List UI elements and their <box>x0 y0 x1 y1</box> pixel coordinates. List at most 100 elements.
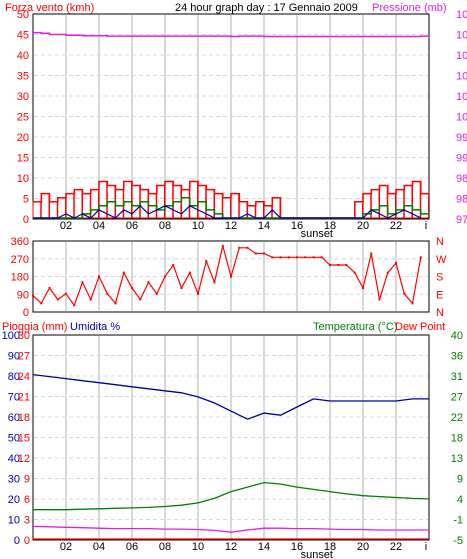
wind-direction-point <box>205 260 208 263</box>
humidity-tick: 90 <box>8 351 20 363</box>
wind-direction-point <box>246 246 249 249</box>
x-tick-label: 14 <box>258 541 270 553</box>
wind-direction-point <box>312 256 315 259</box>
graph-title: 24 hour graph day : 17 Gennaio 2009 <box>175 2 358 14</box>
x-tick-label: 20 <box>357 220 369 232</box>
wind-direction-point <box>147 281 150 284</box>
direction-compass-tick: N <box>436 236 444 248</box>
wind-direction-point <box>221 244 224 247</box>
wind-direction-point <box>353 271 356 274</box>
wind-direction-point <box>131 287 133 289</box>
wind-direction-point <box>213 281 216 284</box>
direction-degree-tick: 90 <box>17 289 29 301</box>
wind-direction-point <box>329 264 331 266</box>
wind-direction-point <box>89 298 92 301</box>
x-tick-label: i <box>425 220 427 232</box>
wind-direction-point <box>81 281 84 284</box>
humidity-tick: 30 <box>8 474 20 486</box>
temperature-tick: 22 <box>451 412 463 424</box>
series-layer <box>32 31 430 540</box>
direction-compass-tick: W <box>436 254 447 266</box>
wind-direction-point <box>98 275 100 278</box>
wind-direction-point <box>197 292 199 295</box>
rain-tick: 27 <box>18 351 30 363</box>
temperature-tick: 9 <box>457 474 463 486</box>
wind-direction-point <box>362 287 364 289</box>
x-tick-label: 22 <box>390 220 402 232</box>
humidity-tick: 0 <box>14 535 20 547</box>
wind-direction-point <box>296 256 298 259</box>
temperature-tick: -5 <box>453 535 463 547</box>
wind-direction-point <box>320 256 323 259</box>
x-tick-label: 08 <box>159 220 171 232</box>
wind-direction-point <box>188 271 191 274</box>
wind-direction-point <box>403 292 406 295</box>
direction-compass-tick: N <box>436 307 444 319</box>
wind-speed-tick: 30 <box>17 91 29 103</box>
wind-direction-point <box>73 304 76 307</box>
rain-tick: 9 <box>24 474 30 486</box>
x-tick-label: 20 <box>357 541 369 553</box>
wind-direction-point <box>378 298 381 301</box>
wind-speed-tick: 50 <box>17 9 29 21</box>
x-tick-label: 18 <box>324 541 336 553</box>
wind-direction-point <box>370 252 373 255</box>
x-tick-label: 02 <box>60 220 72 232</box>
wind-direction-point <box>254 252 257 255</box>
temperature-axis-title: Temperatura (°C) <box>313 321 397 333</box>
wind-direction-point <box>411 302 414 305</box>
x-tick-label: 12 <box>225 220 237 232</box>
humidity-tick: 100 <box>2 330 20 342</box>
wind-direction-point <box>164 275 166 278</box>
wind-direction-point <box>65 292 67 295</box>
wind-direction-point <box>395 262 397 265</box>
wind-speed-tick: 5 <box>23 194 29 206</box>
wind-min-line <box>33 204 422 219</box>
x-tick-label: 16 <box>291 541 303 553</box>
wind-direction-point <box>180 287 183 289</box>
temperature-tick: 36 <box>451 351 463 363</box>
pressure-tick: 1017 <box>456 50 467 62</box>
direction-degree-tick: 0 <box>23 307 29 319</box>
pressure-line <box>33 31 429 38</box>
dew-point-axis-title: Dew Point <box>395 321 445 333</box>
wind-speed-tick: 15 <box>17 153 29 165</box>
x-tick-label: 12 <box>225 541 237 553</box>
sunset-label: sunset <box>301 228 333 240</box>
humidity-tick: 10 <box>8 515 20 527</box>
wind-speed-tick: 40 <box>17 50 29 62</box>
wind-speed-axis-title: Forza vento (kmh) <box>5 2 94 14</box>
pressure-tick: 980 <box>456 194 467 206</box>
x-tick-label: 06 <box>126 541 138 553</box>
humidity-tick: 20 <box>8 494 20 506</box>
temperature-tick: 13 <box>451 453 463 465</box>
wind-direction-point <box>386 271 389 274</box>
x-tick-label: 10 <box>192 541 204 553</box>
temperature-line <box>33 481 430 511</box>
temperature-tick: 27 <box>451 392 463 404</box>
wind-direction-point <box>287 256 290 259</box>
wind-speed-tick: 25 <box>17 112 29 124</box>
x-tick-label: 18 <box>324 220 336 232</box>
direction-degree-tick: 360 <box>11 236 29 248</box>
rain-axis-title: Pioggia (mm) <box>2 321 67 333</box>
wind-direction-point <box>172 264 175 266</box>
wind-direction-point <box>114 302 117 305</box>
wind-avg-line <box>33 196 429 219</box>
wind-direction-point <box>48 287 51 289</box>
pressure-tick: 991 <box>456 153 467 165</box>
rain-tick: 18 <box>18 412 30 424</box>
wind-speed-tick: 35 <box>17 71 29 83</box>
rain-tick: 12 <box>18 453 30 465</box>
sunset-label: sunset <box>301 549 333 559</box>
wind-speed-tick: 10 <box>17 173 29 185</box>
pressure-tick: 996 <box>456 132 467 144</box>
rain-tick: 0 <box>24 535 30 547</box>
wind-direction-point <box>271 256 274 259</box>
pressure-tick: 975 <box>456 214 467 226</box>
wind-direction-point <box>263 252 265 255</box>
temperature-tick: 18 <box>451 433 463 445</box>
humidity-line <box>32 373 429 420</box>
